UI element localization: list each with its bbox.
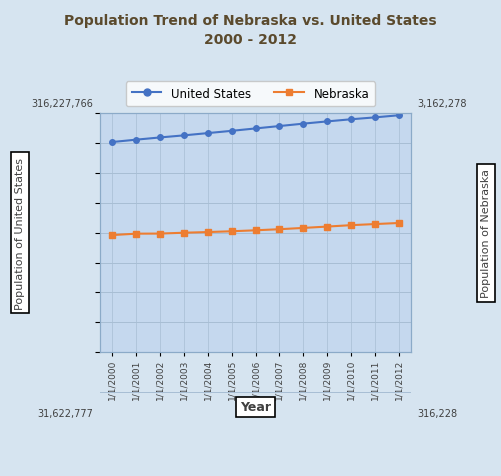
- Line: Nebraska: Nebraska: [109, 221, 402, 238]
- Nebraska: [157, 231, 163, 237]
- Nebraska: [300, 226, 306, 231]
- United States: [133, 138, 139, 143]
- Nebraska: [396, 221, 402, 227]
- Nebraska: [348, 223, 354, 228]
- United States: [348, 117, 354, 123]
- United States: [181, 133, 187, 139]
- Text: 316,227,766: 316,227,766: [32, 99, 93, 109]
- Text: 3,162,278: 3,162,278: [418, 99, 467, 109]
- Nebraska: [109, 233, 115, 238]
- Text: 316,228: 316,228: [418, 407, 458, 417]
- Legend: United States, Nebraska: United States, Nebraska: [126, 82, 375, 107]
- Nebraska: [205, 230, 211, 236]
- Nebraska: [324, 224, 330, 230]
- Text: 31,622,777: 31,622,777: [38, 407, 93, 417]
- United States: [300, 121, 306, 127]
- Nebraska: [133, 231, 139, 237]
- Nebraska: [181, 230, 187, 236]
- United States: [396, 113, 402, 119]
- United States: [277, 124, 283, 129]
- United States: [372, 115, 378, 121]
- United States: [228, 129, 234, 134]
- Text: Population of Nebraska: Population of Nebraska: [481, 169, 491, 298]
- United States: [324, 119, 330, 125]
- United States: [253, 126, 259, 132]
- United States: [205, 131, 211, 137]
- Line: United States: United States: [109, 113, 402, 146]
- Text: Year: Year: [240, 400, 271, 414]
- Text: Population Trend of Nebraska vs. United States
2000 - 2012: Population Trend of Nebraska vs. United …: [64, 14, 437, 47]
- Nebraska: [372, 222, 378, 228]
- United States: [157, 135, 163, 141]
- Nebraska: [253, 228, 259, 234]
- Text: Population of United States: Population of United States: [15, 158, 25, 309]
- Nebraska: [228, 229, 234, 235]
- United States: [109, 140, 115, 146]
- Nebraska: [277, 227, 283, 233]
